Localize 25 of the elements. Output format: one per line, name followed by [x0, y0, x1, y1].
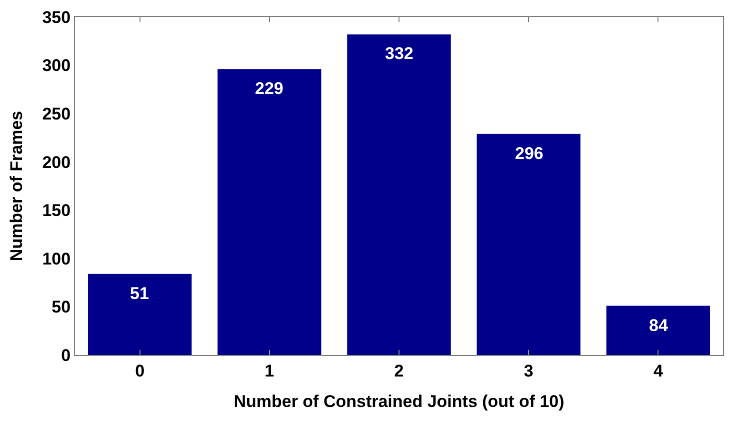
annotation: 229 — [255, 79, 284, 98]
y-tick-label: 50 — [52, 298, 71, 317]
y-axis-title: Number of Frames — [6, 110, 26, 262]
annotation: 51 — [130, 284, 149, 303]
annotation: 332 — [385, 44, 414, 63]
y-tick-label: 150 — [42, 201, 71, 220]
bar — [347, 34, 451, 355]
y-tick-label: 0 — [61, 346, 71, 365]
bar — [218, 69, 322, 355]
annotation: 296 — [515, 144, 544, 163]
x-tick-label: 3 — [524, 361, 534, 380]
x-tick-label: 1 — [264, 361, 274, 380]
y-tick-label: 250 — [42, 104, 71, 124]
bar — [88, 274, 192, 355]
x-axis-title: Number of Constrained Joints (out of 10) — [234, 392, 564, 411]
y-tick-label: 350 — [42, 8, 71, 27]
bar — [476, 134, 580, 355]
y-tick-label: 200 — [42, 152, 71, 172]
y-tick-label: 300 — [42, 56, 71, 76]
y-tick-label: 100 — [42, 249, 71, 268]
x-tick-label: 4 — [653, 361, 664, 380]
bar — [606, 306, 710, 355]
x-tick-label: 2 — [394, 361, 404, 380]
annotation: 84 — [649, 316, 668, 335]
x-tick-label: 0 — [135, 361, 145, 380]
